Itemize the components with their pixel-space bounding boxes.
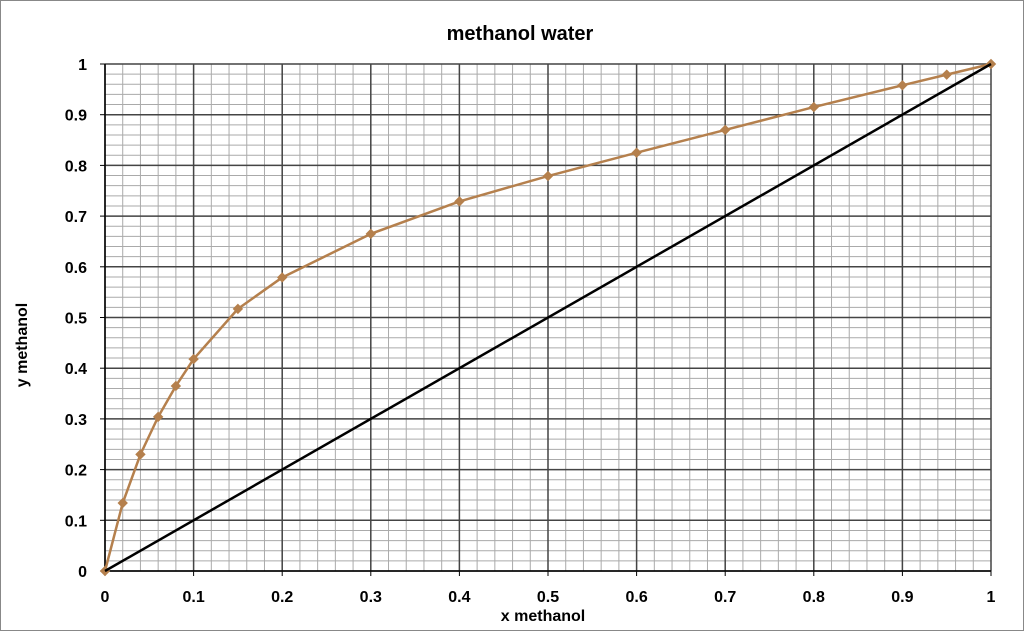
y-tick-label: 0.7: [65, 209, 87, 226]
x-tick-label: 0.1: [182, 589, 204, 606]
x-tick-label: 0.8: [803, 589, 825, 606]
y-tick-label: 0.1: [65, 513, 87, 530]
x-tick-label: 0.2: [271, 589, 293, 606]
point-marker: [941, 69, 952, 80]
chart-title: methanol water: [447, 23, 594, 45]
x-tick-label: 0.4: [448, 589, 470, 606]
x-tick-label: 0.3: [360, 589, 382, 606]
point-marker: [232, 303, 244, 315]
x-axis-label: x methanol: [501, 608, 585, 625]
y-tick-label: 1: [78, 57, 87, 74]
x-tick-label: 0.6: [625, 589, 647, 606]
point-marker: [170, 380, 182, 392]
point-marker: [135, 449, 146, 460]
point-marker: [542, 170, 554, 182]
x-tick-label: 0.9: [891, 589, 913, 606]
x-tick-label: 0: [101, 589, 110, 606]
x-tick-label: 0.5: [537, 589, 559, 606]
y-tick-label: 0.9: [65, 108, 87, 125]
y-axis-label: y methanol: [14, 303, 31, 387]
point-marker: [897, 80, 908, 91]
point-marker: [719, 124, 731, 136]
y-tick-label: 0.5: [65, 311, 87, 328]
y-tick-label: 0.6: [65, 260, 87, 277]
series-line: [104, 62, 992, 573]
point-marker: [276, 272, 288, 283]
y-tick-label: 0.2: [65, 463, 87, 480]
x-tick-label: 1: [987, 589, 996, 606]
point-marker: [808, 101, 820, 113]
y-tick-label: 0.8: [65, 158, 87, 175]
y-tick-label: 0: [78, 564, 87, 581]
x-tick-label: 0.7: [714, 589, 736, 606]
y-tick-label: 0.3: [65, 412, 87, 429]
point-marker: [365, 228, 377, 240]
point-marker: [454, 196, 465, 207]
point-marker: [152, 411, 164, 423]
point-marker: [631, 147, 642, 158]
point-marker: [188, 353, 199, 365]
point-marker: [117, 497, 128, 509]
y-tick-label: 0.4: [65, 361, 87, 378]
